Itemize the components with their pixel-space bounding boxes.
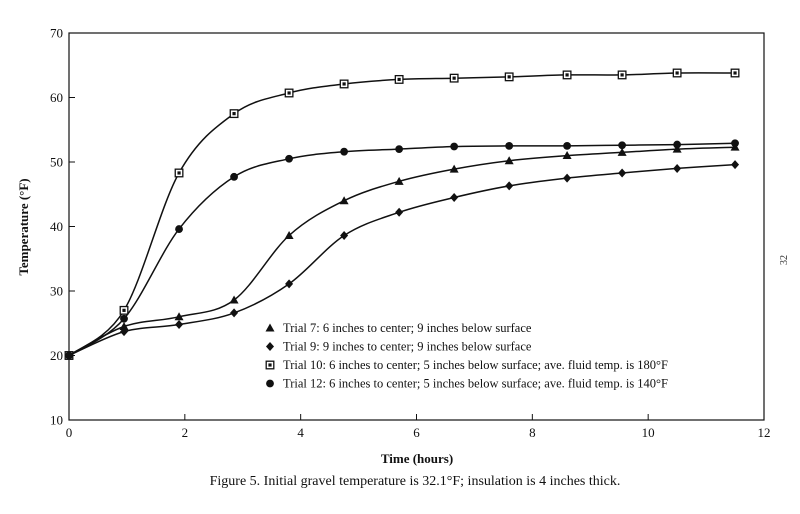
data-point-circle	[450, 142, 459, 151]
x-tick-label: 0	[66, 425, 73, 440]
data-point-circle	[175, 225, 183, 233]
x-tick-label: 2	[182, 425, 189, 440]
series-diamond	[65, 160, 740, 360]
data-point-diamond	[450, 192, 459, 202]
legend-marker-circle	[266, 379, 274, 388]
data-point-triangle	[672, 144, 682, 153]
data-point-triangle	[229, 295, 239, 304]
data-point-diamond	[505, 181, 514, 191]
legend: Trial 7: 6 inches to center; 9 inches be…	[265, 321, 668, 391]
series-circle	[65, 139, 739, 360]
legend-label: Trial 12: 6 inches to center; 5 inches b…	[283, 377, 668, 391]
data-point-circle	[285, 154, 293, 163]
y-tick-label: 70	[50, 26, 63, 41]
data-point-square	[562, 70, 572, 80]
x-tick-label: 10	[642, 425, 655, 440]
data-point-square	[284, 88, 294, 98]
series-line-square	[68, 72, 736, 357]
y-axis-title: Temperature (°F)	[16, 178, 31, 275]
data-point-diamond	[618, 168, 627, 178]
data-point-triangle	[284, 231, 294, 240]
y-tick-label: 50	[50, 155, 63, 170]
data-point-diamond	[230, 308, 239, 318]
data-point-square	[394, 74, 404, 84]
x-tick-label: 6	[413, 425, 420, 440]
data-point-diamond	[731, 160, 740, 170]
series-square	[64, 68, 740, 360]
x-axis-title: Time (hours)	[381, 451, 453, 466]
legend-marker-diamond	[266, 342, 274, 351]
legend-marker-triangle	[265, 323, 275, 332]
data-point-square	[504, 72, 514, 82]
data-point-diamond	[395, 207, 404, 217]
data-point-circle	[340, 147, 349, 156]
data-point-square	[229, 109, 239, 119]
data-point-triangle	[504, 156, 514, 165]
data-point-square	[449, 73, 459, 83]
data-point-triangle	[562, 151, 572, 160]
y-tick-label: 40	[50, 219, 63, 234]
legend-marker-square	[265, 360, 275, 370]
data-point-circle	[505, 141, 514, 150]
data-point-diamond	[120, 327, 129, 337]
y-tick-label: 30	[50, 284, 63, 299]
data-point-diamond	[285, 279, 294, 289]
data-point-circle	[673, 140, 682, 149]
data-point-circle	[65, 351, 73, 360]
data-point-square	[672, 68, 682, 78]
data-point-square	[174, 168, 184, 178]
data-point-diamond	[563, 173, 572, 183]
data-point-triangle	[119, 321, 129, 330]
y-tick-label: 20	[50, 348, 63, 363]
legend-label: Trial 7: 6 inches to center; 9 inches be…	[283, 321, 532, 335]
data-point-triangle	[617, 147, 627, 156]
data-point-square	[119, 305, 129, 315]
data-point-triangle	[174, 312, 184, 321]
data-point-diamond	[340, 231, 349, 241]
data-point-square	[339, 79, 349, 89]
y-tick-label: 60	[50, 90, 63, 105]
data-point-circle	[395, 145, 404, 154]
data-point-square	[730, 68, 740, 78]
x-tick-label: 4	[297, 425, 304, 440]
data-point-triangle	[449, 164, 459, 173]
data-point-circle	[731, 139, 739, 148]
line-chart: 0 2 4 6 8 10 12 10 20 30 40 50 60 70 Trial 7: 6 inche…	[16, 26, 790, 467]
axes: 0 2 4 6 8 10 12 10 20 30 40 50 60 70	[50, 26, 771, 441]
data-point-diamond	[673, 163, 682, 173]
data-point-square	[617, 70, 627, 80]
figure-caption: Figure 5. Initial gravel temperature is …	[209, 474, 621, 489]
x-tick-label: 8	[529, 425, 536, 440]
data-point-circle	[563, 141, 571, 150]
legend-label: Trial 9: 9 inches to center; 9 inches be…	[283, 340, 532, 354]
data-point-triangle	[394, 176, 404, 185]
data-point-circle	[230, 172, 238, 181]
y-tick-label: 10	[50, 413, 63, 428]
data-point-circle	[618, 141, 627, 150]
legend-label: Trial 10: 6 inches to center; 5 inches b…	[283, 358, 668, 372]
data-point-diamond	[175, 320, 184, 330]
page-number: 32	[779, 255, 790, 265]
series-lines	[64, 68, 740, 360]
data-point-triangle	[339, 196, 349, 205]
x-tick-label: 12	[758, 425, 771, 440]
data-point-circle	[120, 314, 128, 323]
